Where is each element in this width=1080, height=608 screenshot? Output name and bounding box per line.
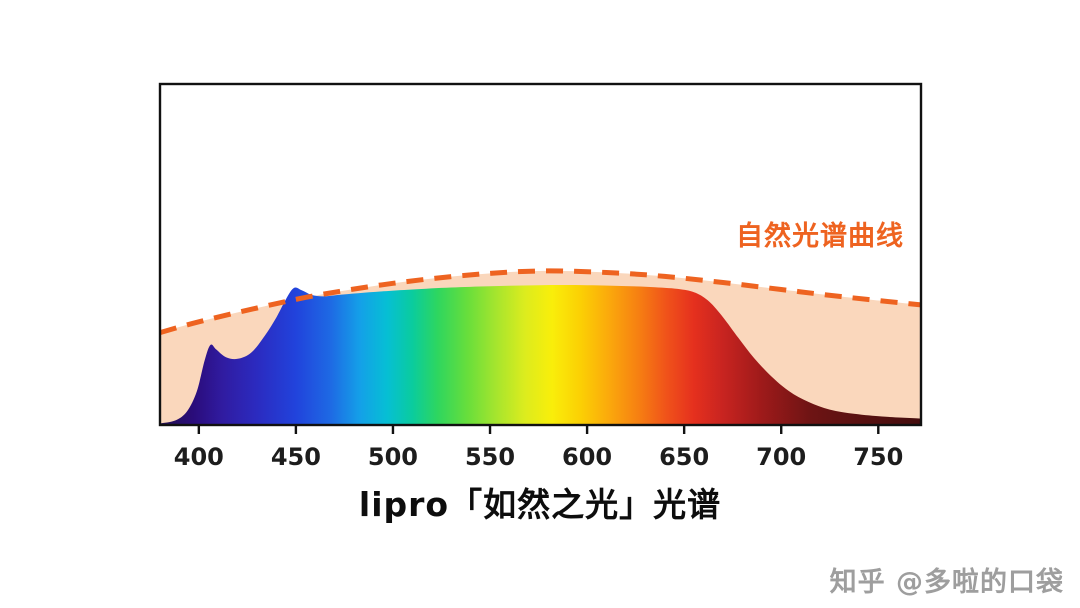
- x-tick-label: 700: [756, 443, 806, 471]
- lipro-spectrum-area: [160, 285, 921, 425]
- x-tick-label: 450: [271, 443, 321, 471]
- chart-title: lipro「如然之光」光谱: [358, 485, 722, 524]
- x-tick-label: 650: [659, 443, 709, 471]
- natural-light-dashed-line: [159, 268, 922, 336]
- x-tick-label: 750: [853, 443, 903, 471]
- watermark: 知乎 @多啦的口袋: [829, 567, 1064, 598]
- x-tick-label: 400: [174, 443, 224, 471]
- plot-border: [158, 82, 923, 427]
- x-tick-label: 600: [562, 443, 612, 471]
- natural-spectrum-label: 自然光谱曲线: [736, 221, 904, 252]
- x-tick-label: 500: [368, 443, 418, 471]
- x-tick-label: 550: [465, 443, 515, 471]
